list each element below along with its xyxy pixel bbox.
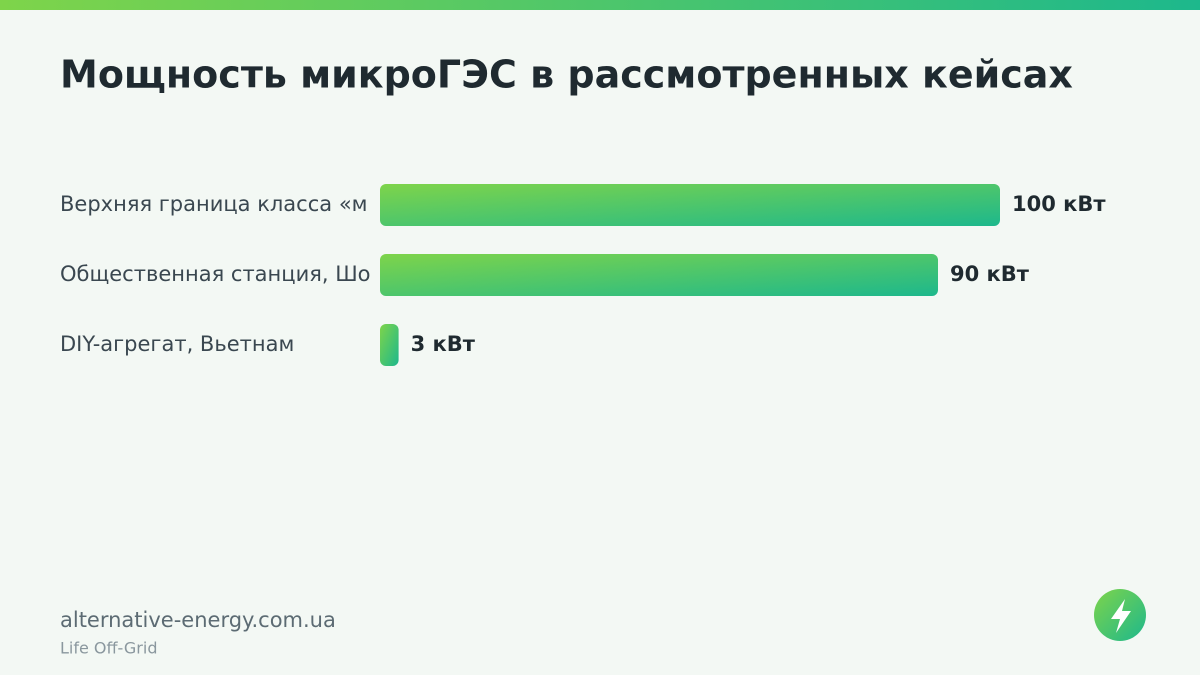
bar <box>380 184 1000 226</box>
value-label: 100 кВт <box>1012 192 1106 216</box>
category-label: Общественная станция, Шо <box>60 262 371 286</box>
bar <box>380 324 399 366</box>
top-accent <box>0 0 1200 10</box>
site: alternative-energy.com.ua <box>60 608 336 632</box>
category-label: DIY-агрегат, Вьетнам <box>60 332 294 356</box>
value-label: 3 кВт <box>411 332 476 356</box>
logo-bolt <box>1111 599 1131 633</box>
category-label: Верхняя граница класса «м <box>60 192 368 216</box>
plot: Верхняя граница класса «м 100 кВт Обществе… <box>60 184 1106 366</box>
value-label: 90 кВт <box>950 262 1030 286</box>
bar <box>380 254 938 296</box>
tagline: Life Off-Grid <box>60 639 157 658</box>
chart-title: Мощность микроГЭС в рассмотренных кейсах <box>60 53 1073 97</box>
